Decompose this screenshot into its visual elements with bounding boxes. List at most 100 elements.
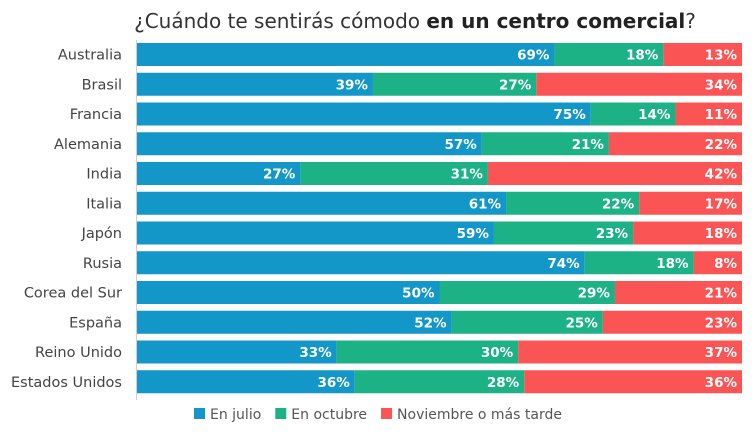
bar-segment <box>137 72 373 96</box>
legend-swatch <box>275 408 287 419</box>
data-label: 22% <box>602 196 635 212</box>
bar-segment <box>487 162 742 185</box>
bar-segment <box>137 370 355 394</box>
bar-segment <box>663 43 742 66</box>
bar-segment <box>693 251 742 275</box>
bar-segment <box>524 370 742 394</box>
data-label: 27% <box>263 167 296 183</box>
category-label: Francia <box>70 107 122 123</box>
data-label: 52% <box>414 315 447 331</box>
data-label: 31% <box>451 167 484 183</box>
bar-segment <box>536 72 742 96</box>
legend: En julio En octubre Noviembre o más tarde <box>194 407 562 423</box>
bar-segment <box>584 251 694 275</box>
data-label: 57% <box>445 137 478 153</box>
data-label: 17% <box>705 196 738 212</box>
bar-segment <box>336 340 519 364</box>
data-label: 23% <box>705 315 738 331</box>
legend-item: En julio <box>194 407 261 423</box>
category-label: India <box>86 167 122 183</box>
bar-segment <box>506 191 640 215</box>
legend-label: Noviembre o más tarde <box>397 407 562 423</box>
bar-segment <box>590 102 676 126</box>
data-label: 36% <box>317 375 350 391</box>
bar-segment <box>554 43 664 66</box>
bar-segment <box>137 43 555 66</box>
data-label: 18% <box>705 226 738 242</box>
data-label: 21% <box>705 286 738 302</box>
bar-segment <box>372 72 537 96</box>
data-label: 36% <box>705 375 738 391</box>
category-label: Australia <box>58 48 122 64</box>
data-label: 27% <box>499 77 532 93</box>
bar-segment <box>137 162 301 185</box>
data-label: 18% <box>626 48 659 64</box>
legend-item: Noviembre o más tarde <box>381 407 562 423</box>
bar-segment <box>451 310 603 334</box>
bar-segment <box>439 281 615 304</box>
data-label: 39% <box>336 77 369 93</box>
bar-segment <box>614 281 742 304</box>
category-label: Alemania <box>54 137 122 153</box>
data-label: 33% <box>299 345 332 361</box>
bar-segment <box>137 102 591 126</box>
bar-segment <box>300 162 488 185</box>
bar-segment <box>608 132 742 156</box>
bar-segment <box>137 310 452 334</box>
legend-label: En julio <box>210 407 261 423</box>
data-label: 25% <box>566 315 599 331</box>
legend-item: En octubre <box>275 407 367 423</box>
data-label: 75% <box>553 107 586 123</box>
bar-segment <box>481 132 609 156</box>
bar-segment <box>518 340 742 364</box>
category-labels: Australia Brasil Francia Alemania India Itali… <box>11 48 122 391</box>
bar-segment <box>137 221 494 245</box>
bars-group: 69% 18% 13% 39% 27% 34% 75% 14% 11% 57% 21% 22% 27% 3… <box>137 43 742 394</box>
category-label: Japón <box>81 226 122 242</box>
chart-title: ¿Cuándo te sentirás cómodo en un centro … <box>134 9 696 33</box>
category-label: Corea del Sur <box>24 286 122 302</box>
category-label: Brasil <box>82 77 122 93</box>
bar-segment <box>354 370 525 394</box>
data-label: 59% <box>457 226 490 242</box>
bar-segment <box>137 281 440 304</box>
bar-segment <box>639 191 742 215</box>
data-label: 22% <box>705 137 738 153</box>
data-label: 50% <box>402 286 435 302</box>
bar-segment <box>493 221 634 245</box>
data-label: 74% <box>547 256 580 272</box>
bar-segment <box>602 310 742 334</box>
chart-title-suffix: ? <box>685 9 696 33</box>
data-label: 11% <box>705 107 738 123</box>
bar-segment <box>137 191 507 215</box>
legend-label: En octubre <box>291 407 367 423</box>
bar-segment <box>137 340 337 364</box>
data-label: 13% <box>705 48 738 64</box>
data-label: 37% <box>705 345 738 361</box>
bar-segment <box>137 251 585 275</box>
data-label: 28% <box>487 375 520 391</box>
category-label: España <box>69 315 122 331</box>
data-label: 8% <box>714 256 737 272</box>
category-label: Italia <box>86 196 122 212</box>
chart-title-bold: en un centro comercial <box>426 9 685 33</box>
data-label: 61% <box>469 196 502 212</box>
bar-segment <box>633 221 742 245</box>
bar-segment <box>137 132 482 156</box>
bar-segment <box>675 102 742 126</box>
data-label: 30% <box>481 345 514 361</box>
chart-title-prefix: ¿Cuándo te sentirás cómodo <box>134 9 426 33</box>
data-label: 21% <box>572 137 605 153</box>
category-label: Reino Unido <box>35 345 122 361</box>
category-label: Rusia <box>83 256 122 272</box>
data-label: 42% <box>705 167 738 183</box>
data-label: 34% <box>705 77 738 93</box>
legend-swatch <box>194 408 205 419</box>
legend-swatch <box>381 408 393 419</box>
data-label: 18% <box>656 256 689 272</box>
data-label: 29% <box>578 286 611 302</box>
data-label: 14% <box>638 107 671 123</box>
data-label: 23% <box>596 226 629 242</box>
data-label: 69% <box>517 48 550 64</box>
